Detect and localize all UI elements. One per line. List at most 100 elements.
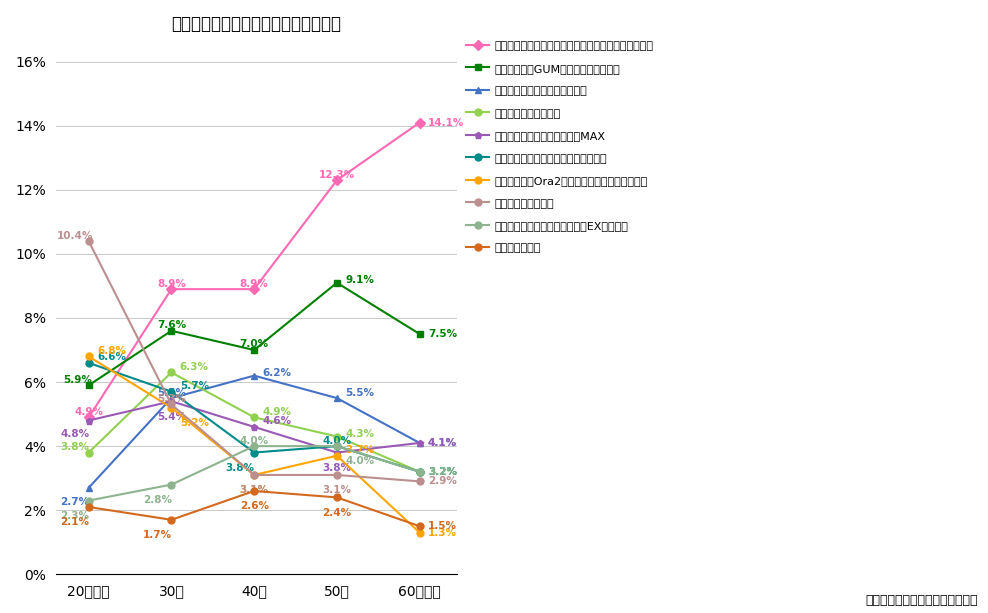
Text: 5.7%: 5.7%: [180, 381, 208, 391]
Line: ライオン　クリニカ　アドバンテージ: ライオン クリニカ アドバンテージ: [85, 359, 423, 475]
Text: 3.1%: 3.1%: [240, 485, 269, 495]
Line: ライオン　クリニカ　ハミガキ: ライオン クリニカ ハミガキ: [85, 372, 423, 491]
Text: 5.4%: 5.4%: [157, 411, 186, 422]
Text: 8.9%: 8.9%: [157, 278, 186, 289]
花王　クリアクリーン: [331, 433, 343, 440]
Text: 7.0%: 7.0%: [240, 340, 269, 349]
サンスター　Ora2　ステインクリア　ペースト: [414, 529, 426, 536]
Text: 4.9%: 4.9%: [74, 407, 103, 417]
Text: 5.5%: 5.5%: [157, 387, 186, 397]
Text: 9.1%: 9.1%: [345, 275, 374, 285]
Text: 4.0%: 4.0%: [345, 457, 374, 466]
Text: 8.9%: 8.9%: [240, 278, 269, 289]
Text: 14.1%: 14.1%: [428, 118, 464, 128]
Line: サンスター　Ora2　ステインクリア　ペースト: サンスター Ora2 ステインクリア ペースト: [85, 353, 423, 536]
Text: 4.9%: 4.9%: [263, 407, 291, 417]
小林製薬　生葉: [331, 493, 343, 501]
Text: 1.7%: 1.7%: [143, 530, 172, 540]
サンスター　GUM　デンタルペースト: [331, 279, 343, 286]
ライオン　クリニカ　ハミガキ: [331, 394, 343, 402]
ライオン　クリニカ　アドバンテージ: [166, 388, 178, 395]
Legend: グラクソ・スミスクライン　シュミテクト　ハミガキ, サンスター　GUM　デンタルペースト, ライオン　クリニカ　ハミガキ, 花王　クリアクリーン, ライオン　デ: グラクソ・スミスクライン シュミテクト ハミガキ, サンスター GUM デンタル…: [466, 40, 653, 253]
Text: 3.2%: 3.2%: [428, 466, 457, 477]
ライオン　クリニカ　アドバンテージ: [83, 359, 95, 367]
Line: サンギ　アパガード: サンギ アパガード: [85, 238, 423, 485]
小林製薬　生葉: [414, 522, 426, 530]
グラクソ・スミスクライン　シュミテクト　ハミガキ: [248, 286, 260, 293]
小林製薬　生葉: [83, 503, 95, 511]
Text: 2.4%: 2.4%: [322, 508, 352, 517]
ライオン　デンター　クリアMAX: [331, 449, 343, 456]
Text: 10.4%: 10.4%: [56, 230, 93, 240]
Text: 3.7%: 3.7%: [345, 445, 374, 455]
Line: ライオン　デンター　クリアMAX: ライオン デンター クリアMAX: [85, 398, 423, 456]
ライオン　デンター　クリアMAX: [83, 417, 95, 424]
グラクソ・スミスクライン　シュミテクト　ハミガキ: [414, 119, 426, 126]
Text: 3.2%: 3.2%: [428, 466, 457, 477]
ライオン　クリニカ　ハミガキ: [248, 372, 260, 379]
ライオン　クリニカ　ハミガキ: [83, 484, 95, 492]
Text: 3.1%: 3.1%: [240, 485, 269, 495]
小林製薬　生葉: [166, 516, 178, 524]
サンギ　アパガード: [331, 471, 343, 479]
サンスター　GUM　デンタルペースト: [248, 346, 260, 354]
サンスター　Ora2　ステインクリア　ペースト: [331, 452, 343, 459]
ライオン　デンターシステマ　EXハミガキ: [331, 443, 343, 450]
サンスター　Ora2　ステインクリア　ペースト: [166, 404, 178, 411]
Text: 4.6%: 4.6%: [263, 416, 291, 427]
ライオン　クリニカ　アドバンテージ: [331, 443, 343, 450]
Text: ソフトブレーン・フィールド調べ: ソフトブレーン・フィールド調べ: [865, 594, 978, 607]
サンギ　アパガード: [166, 401, 178, 408]
Text: 2.6%: 2.6%: [240, 501, 269, 511]
花王　クリアクリーン: [248, 414, 260, 421]
サンギ　アパガード: [83, 237, 95, 245]
グラクソ・スミスクライン　シュミテクト　ハミガキ: [166, 286, 178, 293]
Line: 小林製薬　生葉: 小林製薬 生葉: [85, 487, 423, 530]
Text: 7.5%: 7.5%: [428, 329, 457, 339]
サンスター　GUM　デンタルペースト: [166, 327, 178, 335]
Text: 6.2%: 6.2%: [263, 368, 291, 378]
Line: ライオン　デンターシステマ　EXハミガキ: ライオン デンターシステマ EXハミガキ: [85, 443, 423, 504]
サンギ　アパガード: [248, 471, 260, 479]
サンスター　Ora2　ステインクリア　ペースト: [248, 471, 260, 479]
Text: 3.8%: 3.8%: [226, 463, 255, 473]
花王　クリアクリーン: [166, 369, 178, 376]
Text: 6.6%: 6.6%: [97, 352, 126, 362]
Text: 5.2%: 5.2%: [180, 418, 208, 428]
Text: 2.7%: 2.7%: [60, 497, 89, 507]
Text: 5.9%: 5.9%: [63, 375, 92, 385]
Text: 1.3%: 1.3%: [428, 528, 457, 538]
Line: サンスター　GUM　デンタルペースト: サンスター GUM デンタルペースト: [85, 280, 423, 389]
Text: 4.1%: 4.1%: [428, 438, 457, 448]
Text: 6.3%: 6.3%: [180, 362, 208, 372]
Text: 4.0%: 4.0%: [322, 436, 352, 446]
ライオン　デンターシステマ　EXハミガキ: [414, 468, 426, 476]
ライオン　クリニカ　ハミガキ: [166, 394, 178, 402]
Title: 購入金額上位ブランドの世代別シェア: 購入金額上位ブランドの世代別シェア: [171, 15, 341, 33]
ライオン　クリニカ　アドバンテージ: [414, 468, 426, 476]
サンスター　Ora2　ステインクリア　ペースト: [83, 352, 95, 360]
Text: 3.8%: 3.8%: [60, 442, 89, 452]
サンスター　GUM　デンタルペースト: [83, 381, 95, 389]
Text: 3.1%: 3.1%: [322, 485, 352, 495]
Text: 12.3%: 12.3%: [319, 170, 355, 180]
Text: 4.1%: 4.1%: [428, 438, 457, 448]
ライオン　デンターシステマ　EXハミガキ: [166, 481, 178, 488]
Text: 5.3%: 5.3%: [157, 394, 186, 404]
Text: 4.8%: 4.8%: [60, 429, 89, 440]
花王　クリアクリーン: [83, 449, 95, 456]
グラクソ・スミスクライン　シュミテクト　ハミガキ: [83, 414, 95, 421]
ライオン　デンター　クリアMAX: [248, 423, 260, 430]
Text: 4.3%: 4.3%: [345, 428, 374, 439]
ライオン　クリニカ　ハミガキ: [414, 440, 426, 447]
サンギ　アパガード: [414, 478, 426, 485]
Line: グラクソ・スミスクライン　シュミテクト　ハミガキ: グラクソ・スミスクライン シュミテクト ハミガキ: [85, 119, 423, 421]
Text: 1.5%: 1.5%: [428, 521, 457, 531]
Text: 7.6%: 7.6%: [157, 320, 186, 330]
ライオン　デンター　クリアMAX: [414, 440, 426, 447]
Text: 3.2%: 3.2%: [428, 466, 457, 477]
花王　クリアクリーン: [414, 468, 426, 476]
Text: 3.8%: 3.8%: [322, 463, 352, 473]
ライオン　デンターシステマ　EXハミガキ: [83, 497, 95, 504]
ライオン　デンターシステマ　EXハミガキ: [248, 443, 260, 450]
